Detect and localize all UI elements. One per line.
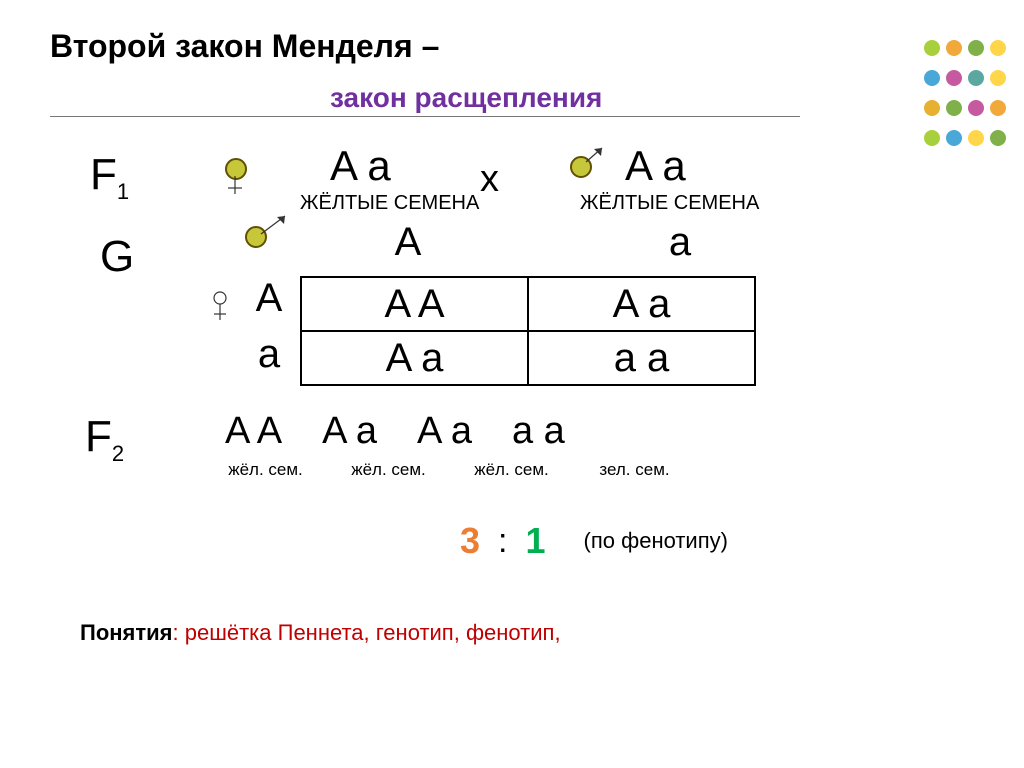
page-subtitle: закон расщепления: [330, 82, 602, 114]
dot-row: [924, 70, 1006, 86]
decor-dot-strip: [924, 40, 1006, 146]
punnett-col-a: a: [660, 220, 700, 265]
ratio-1: 1: [525, 520, 545, 562]
gen-label-g: G: [100, 232, 134, 282]
punnett-female-symbol: [210, 290, 230, 329]
dot: [968, 40, 984, 56]
parent-male-phenotype: ЖЁЛТЫЕ СЕМЕНА: [580, 192, 759, 215]
cross-symbol: x: [480, 158, 499, 201]
gamete-seed-group: [245, 226, 267, 248]
dot: [946, 100, 962, 116]
f2-pheno-2: жёл. сем.: [341, 460, 436, 480]
dot: [924, 40, 940, 56]
punnett-row-a: a: [254, 332, 284, 377]
f2-geno-1: A A: [225, 410, 282, 453]
dot: [990, 70, 1006, 86]
phenotype-ratio: 3 : 1 (по фенотипу): [460, 520, 728, 562]
parent-female-phenotype: ЖЁЛТЫЕ СЕМЕНА: [300, 192, 479, 215]
ratio-note: (по фенотипу): [584, 528, 728, 554]
punnett-cell-AA: A A: [301, 277, 528, 331]
gen-label-f2: F2: [85, 412, 124, 467]
dot: [924, 70, 940, 86]
punnett-col-A: A: [388, 220, 428, 265]
f2-pheno-4: зел. сем.: [587, 460, 682, 480]
f2-pheno-1: жёл. сем.: [218, 460, 313, 480]
ratio-3: 3: [460, 520, 480, 562]
parent-male-genotype: A a: [625, 142, 686, 190]
female-small-icon: [210, 290, 230, 324]
dot: [946, 130, 962, 146]
f2-geno-2: A a: [322, 410, 377, 453]
title-text: Второй закон Менделя –: [50, 28, 439, 64]
punnett-square: A A A a A a a a: [300, 276, 756, 386]
dot-row: [924, 100, 1006, 116]
punnett-row-A: A: [254, 276, 284, 321]
footer-concepts-text: : решётка Пеннета, генотип, фенотип,: [173, 620, 561, 645]
male-symbol-group: [570, 156, 592, 178]
gen-f2-letter: F: [85, 412, 112, 461]
male-symbol-icon: [584, 144, 612, 166]
gen-f1-letter: F: [90, 150, 117, 199]
title-underline: [50, 116, 800, 117]
footer-concepts: Понятия: решётка Пеннета, генотип, фенот…: [80, 620, 561, 646]
f2-geno-3: A a: [417, 410, 472, 453]
female-symbol-group: [225, 158, 247, 180]
gen-f2-sub: 2: [112, 441, 124, 466]
female-symbol-icon: [225, 176, 245, 204]
gamete-arrow-icon: [259, 212, 295, 238]
dot: [946, 70, 962, 86]
punnett-cell-Aa2: A a: [301, 331, 528, 385]
dot: [990, 130, 1006, 146]
page-title: Второй закон Менделя –: [50, 28, 439, 65]
dot: [924, 130, 940, 146]
dot: [968, 130, 984, 146]
f2-geno-4: a a: [512, 410, 565, 453]
gen-f1-sub: 1: [117, 179, 129, 204]
f2-genotype-row: A A A a A a a a: [225, 410, 565, 453]
dot: [990, 100, 1006, 116]
dot: [968, 100, 984, 116]
dot: [990, 40, 1006, 56]
punnett-cell-aa: a a: [528, 331, 755, 385]
gen-label-f1: F1: [90, 150, 129, 205]
dot-row: [924, 40, 1006, 56]
dot: [946, 40, 962, 56]
dot: [924, 100, 940, 116]
f2-pheno-3: жёл. сем.: [464, 460, 559, 480]
ratio-colon: :: [498, 522, 507, 561]
dot: [968, 70, 984, 86]
punnett-cell-Aa: A a: [528, 277, 755, 331]
dot-row: [924, 130, 1006, 146]
f2-phenotype-row: жёл. сем. жёл. сем. жёл. сем. зел. сем.: [218, 460, 682, 480]
parent-female-genotype: A a: [330, 142, 391, 190]
footer-label: Понятия: [80, 620, 173, 645]
